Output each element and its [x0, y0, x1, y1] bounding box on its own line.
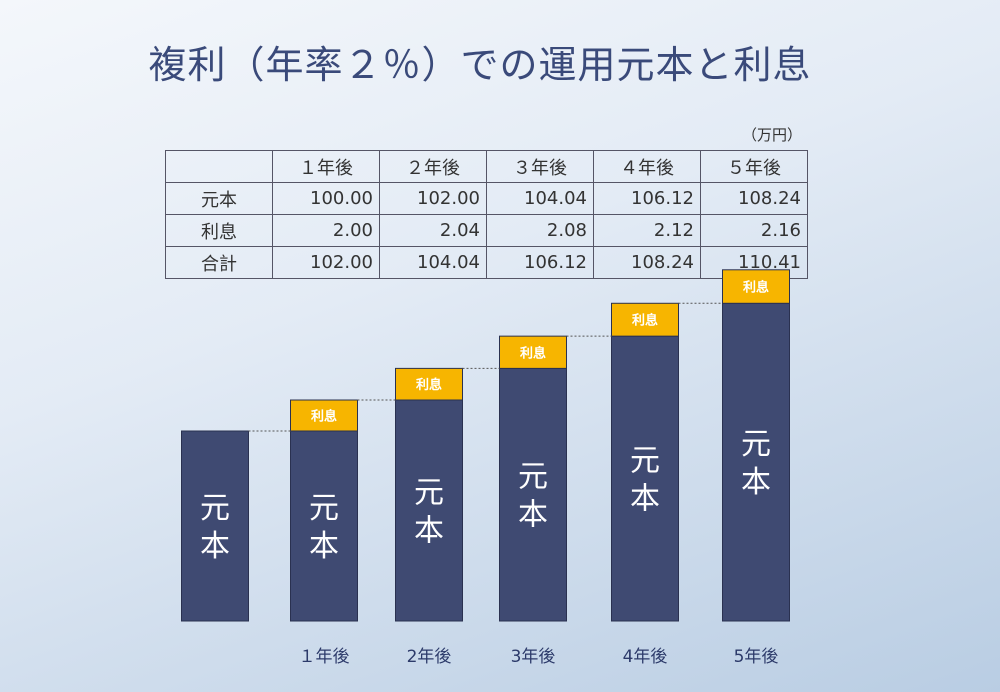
bar-label-principal: 本 [200, 529, 230, 564]
table-cell: 108.24 [593, 246, 701, 279]
x-tick-label: 2年後 [407, 647, 452, 667]
x-tick-label: 5年後 [734, 647, 779, 667]
bar-interest-2 [395, 367, 463, 401]
table-cell: 2.00 [272, 214, 380, 247]
data-table: １年後 ２年後 ３年後 ４年後 ５年後 元本 100.00 102.00 104… [165, 150, 808, 279]
bar-interest-4 [611, 302, 679, 337]
row-label: 合計 [165, 246, 273, 279]
bar-label-principal: 本 [518, 498, 548, 533]
bar-interest-3 [499, 335, 567, 369]
bar-principal-2 [395, 399, 463, 622]
table-cell: 104.04 [486, 182, 594, 215]
bar-label-principal: 元 [414, 476, 444, 511]
bar-label-principal: 本 [414, 514, 444, 549]
table-cell: 102.00 [379, 182, 487, 215]
table-header-year-4: ４年後 [593, 150, 701, 183]
bar-principal-3 [499, 367, 567, 622]
bar-label-interest: 利息 [311, 409, 337, 425]
table-header-year-2: ２年後 [379, 150, 487, 183]
bar-label-interest: 利息 [520, 345, 546, 361]
bar-label-principal: 元 [200, 491, 230, 526]
bar-interest-5 [722, 269, 790, 304]
bar-label-principal: 元 [630, 444, 660, 479]
bar-label-principal: 本 [741, 465, 771, 500]
row-label: 利息 [165, 214, 273, 247]
table-header-row: １年後 ２年後 ３年後 ４年後 ５年後 [165, 150, 808, 183]
bar-label-principal: 本 [309, 529, 339, 564]
bar-label-principal: 元 [741, 427, 771, 462]
table-cell: 106.12 [593, 182, 701, 215]
table-cell: 2.08 [486, 214, 594, 247]
table-header-year-1: １年後 [272, 150, 380, 183]
bar-label-interest: 利息 [632, 313, 658, 329]
bar-label-principal: 本 [630, 482, 660, 517]
table-cell: 2.12 [593, 214, 701, 247]
unit-label: （万円） [742, 126, 803, 144]
bar-label-principal: 元 [309, 491, 339, 526]
x-tick-label: 3年後 [511, 647, 556, 667]
x-tick-label: １年後 [299, 647, 350, 667]
bar-principal-1 [290, 430, 358, 622]
table-cell: 106.12 [486, 246, 594, 279]
table-row-principal: 元本 100.00 102.00 104.04 106.12 108.24 [165, 182, 808, 215]
bar-label-interest: 利息 [416, 377, 442, 393]
bar-principal-0 [181, 430, 249, 622]
bar-interest-1 [290, 399, 358, 432]
x-tick-label: 4年後 [623, 647, 668, 667]
bar-principal-4 [611, 335, 679, 622]
bar-label-principal: 元 [518, 460, 548, 495]
table-cell: 108.24 [700, 182, 808, 215]
table-header-year-5: ５年後 [700, 150, 808, 183]
table-cell: 102.00 [272, 246, 380, 279]
table-cell: 2.16 [700, 214, 808, 247]
table-row-total: 合計 102.00 104.04 106.12 108.24 110.41 [165, 246, 808, 279]
page-title: 複利（年率２％）での運用元本と利息 [148, 43, 812, 87]
table-row-interest: 利息 2.00 2.04 2.08 2.12 2.16 [165, 214, 808, 247]
bar-principal-5 [722, 302, 790, 622]
row-label: 元本 [165, 182, 273, 215]
bar-label-interest: 利息 [743, 280, 769, 296]
